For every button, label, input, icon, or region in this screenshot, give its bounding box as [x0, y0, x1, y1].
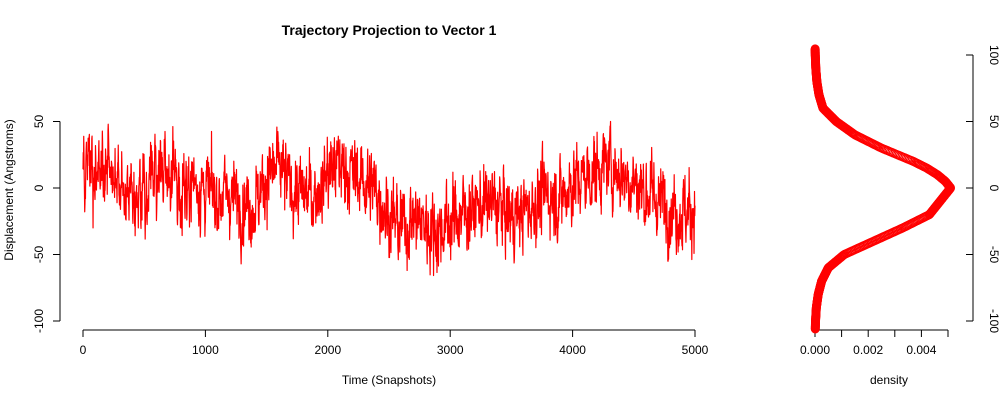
trajectory-plot: 0 1000 2000 3000 4000 5000 -100 -50 0 50 Time (S… — [2, 115, 709, 387]
main-y-axis: -100 -50 0 50 — [32, 115, 61, 333]
density-y-axis: -100 -50 0 50 100 — [966, 45, 1000, 333]
main-x-tick-label: 0 — [80, 343, 87, 357]
chart-title: Trajectory Projection to Vector 1 — [282, 22, 497, 38]
density-y-tick-label: -100 — [987, 309, 1000, 333]
density-x-tick-label: 0.000 — [800, 343, 830, 357]
main-x-tick-label: 1000 — [192, 343, 219, 357]
density-y-tick-label: 0 — [987, 185, 1000, 192]
main-y-tick-label: -50 — [32, 246, 46, 264]
density-x-axis: 0.000 0.002 0.004 — [800, 329, 949, 357]
density-x-tick-label: 0.002 — [853, 343, 883, 357]
main-y-tick-label: 50 — [32, 115, 46, 129]
density-x-axis-label: density — [870, 373, 908, 387]
density-series-group — [810, 44, 955, 334]
trajectory-line — [82, 120, 696, 277]
main-x-tick-label: 2000 — [314, 343, 341, 357]
main-y-tick-label: 0 — [32, 184, 46, 191]
main-x-tick-label: 4000 — [559, 343, 586, 357]
main-x-tick-label: 3000 — [437, 343, 464, 357]
density-y-tick-label: -50 — [987, 246, 1000, 264]
density-x-tick-label: 0.004 — [906, 343, 936, 357]
main-y-axis-label: Displacement (Angstroms) — [2, 119, 16, 260]
density-plot: 0.000 0.002 0.004 -100 -50 0 50 100 density — [800, 44, 1000, 387]
main-x-axis: 0 1000 2000 3000 4000 5000 — [80, 329, 709, 357]
main-series-group — [82, 120, 696, 277]
main-y-tick-label: -100 — [32, 309, 46, 333]
density-point — [810, 44, 820, 54]
main-x-tick-label: 5000 — [682, 343, 709, 357]
main-x-axis-label: Time (Snapshots) — [342, 373, 436, 387]
density-y-tick-label: 100 — [987, 45, 1000, 65]
density-y-tick-label: 50 — [987, 115, 1000, 129]
